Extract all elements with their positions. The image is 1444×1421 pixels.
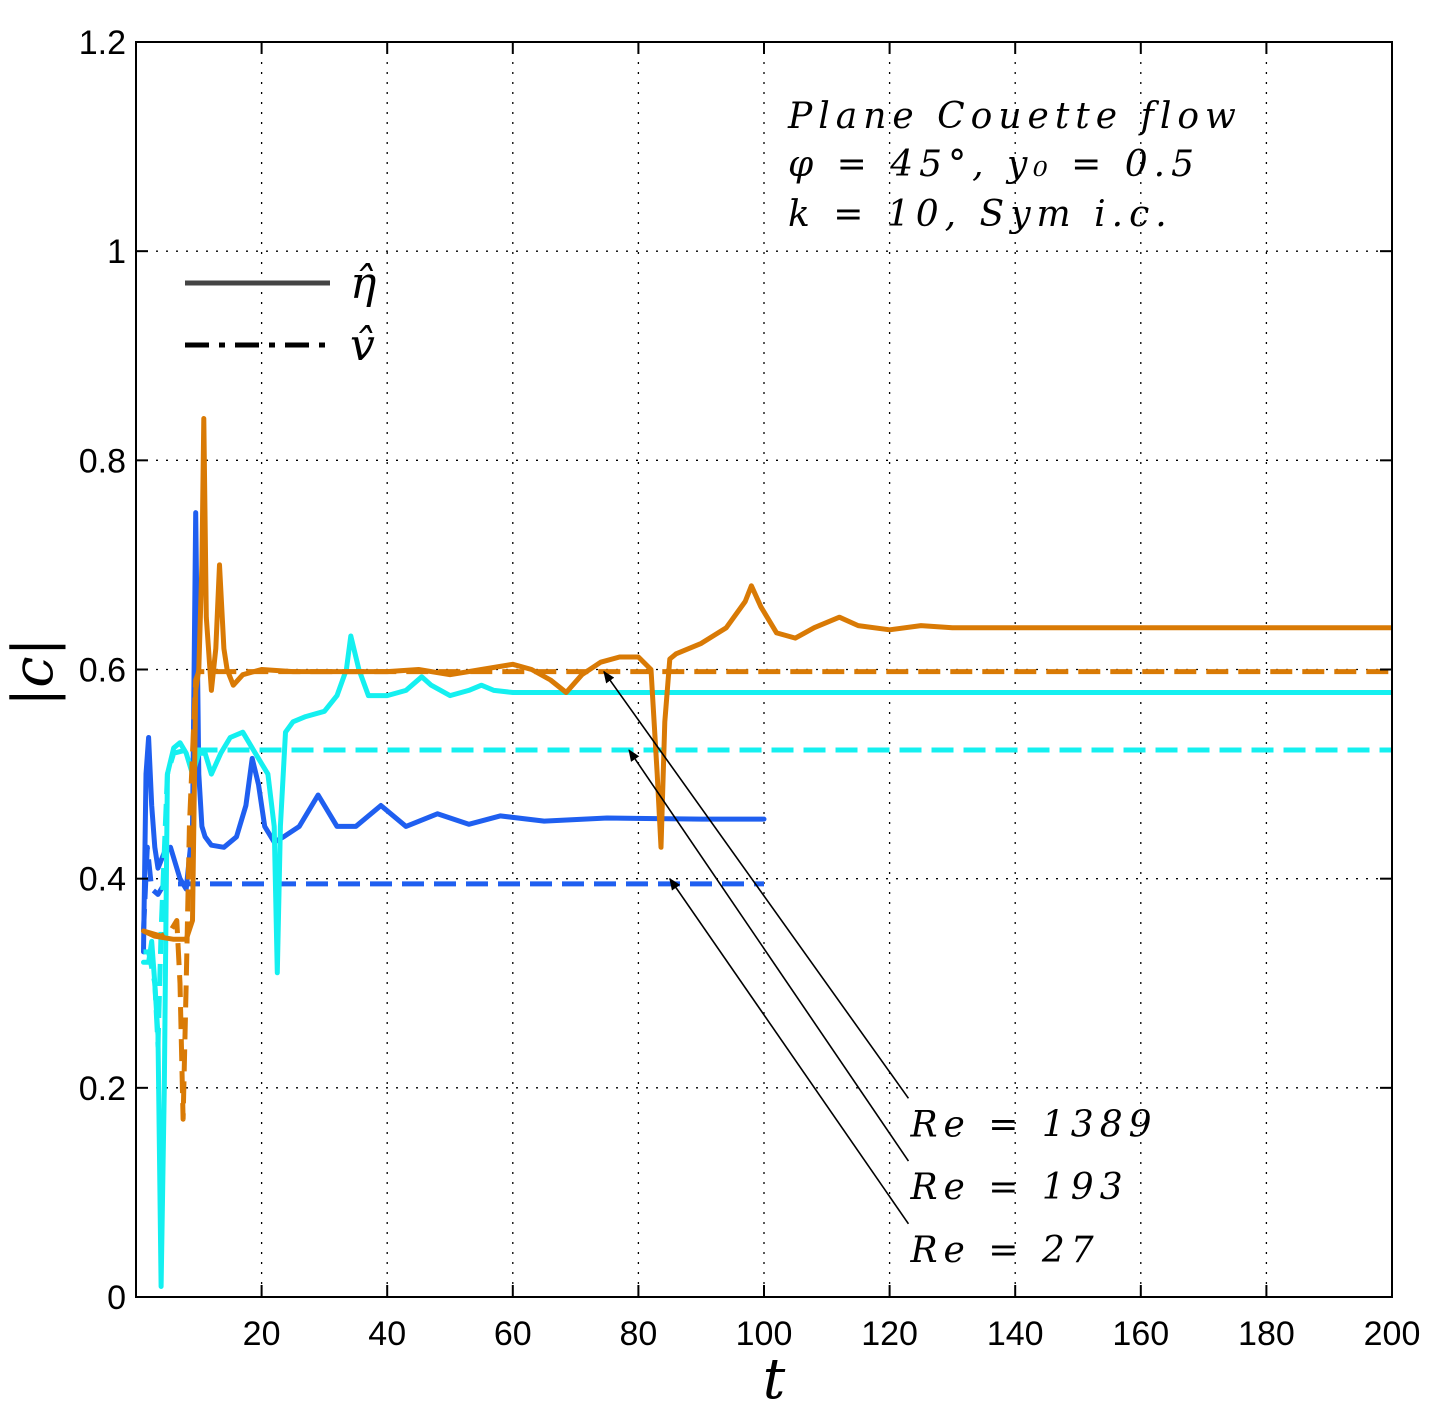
tick-labels: 20 40 60 80 100 120 140 160 180 200 0 0.2 0.4 0.6 0.8 1… <box>79 24 1421 1353</box>
arrow-label-2: Re = 193 <box>909 1167 1128 1208</box>
legend-label-v: v̂ <box>350 320 375 371</box>
x-tick-label: 180 <box>1238 1315 1295 1353</box>
arrow-label-3: Re = 27 <box>909 1230 1099 1271</box>
y-tick-label: 1.2 <box>79 24 126 62</box>
series-line-2 <box>141 844 764 932</box>
legend-label-eta: η̂ <box>350 258 376 309</box>
series-line-4 <box>143 747 1392 1049</box>
arrow-line-2 <box>628 749 910 1162</box>
series-group <box>141 416 1392 1289</box>
arrow-label-1: Re = 1389 <box>909 1104 1157 1145</box>
y-tick-label: 0.6 <box>79 652 126 690</box>
x-tick-label: 200 <box>1364 1315 1421 1353</box>
x-tick-label: 120 <box>861 1315 918 1353</box>
x-tick-label: 160 <box>1112 1315 1169 1353</box>
ticks <box>136 41 1393 1298</box>
x-tick-label: 80 <box>619 1315 657 1353</box>
arrow-line-1 <box>603 670 910 1099</box>
x-axis-label: t <box>763 1347 786 1412</box>
series-line-5 <box>141 416 1392 942</box>
y-tick-label: 0.2 <box>79 1070 126 1108</box>
y-axis-label: |c| <box>1 637 66 706</box>
y-tick-label: 1 <box>107 233 126 271</box>
arrow-line-3 <box>669 877 910 1225</box>
x-tick-label: 100 <box>736 1315 793 1353</box>
y-tick-label: 0.8 <box>79 442 126 480</box>
annotation-box: Plane Couette flow φ = 45°, y₀ = 0.5 k =… <box>787 96 1242 235</box>
y-tick-label: 0 <box>107 1279 126 1317</box>
x-tick-label: 140 <box>987 1315 1044 1353</box>
x-tick-label: 60 <box>494 1315 532 1353</box>
x-tick-label: 40 <box>368 1315 406 1353</box>
y-tick-label: 0.4 <box>79 861 126 899</box>
legend: η̂ v̂ <box>185 258 376 371</box>
annotation-line-2: φ = 45°, y₀ = 0.5 <box>788 144 1200 185</box>
x-tick-label: 20 <box>243 1315 281 1353</box>
series-line-6 <box>142 669 1392 1122</box>
annotation-line-3: k = 10, Sym i.c. <box>788 194 1173 235</box>
arrow-annotations: Re = 1389 Re = 193 Re = 27 <box>603 670 1157 1271</box>
annotation-line-1: Plane Couette flow <box>787 96 1242 137</box>
